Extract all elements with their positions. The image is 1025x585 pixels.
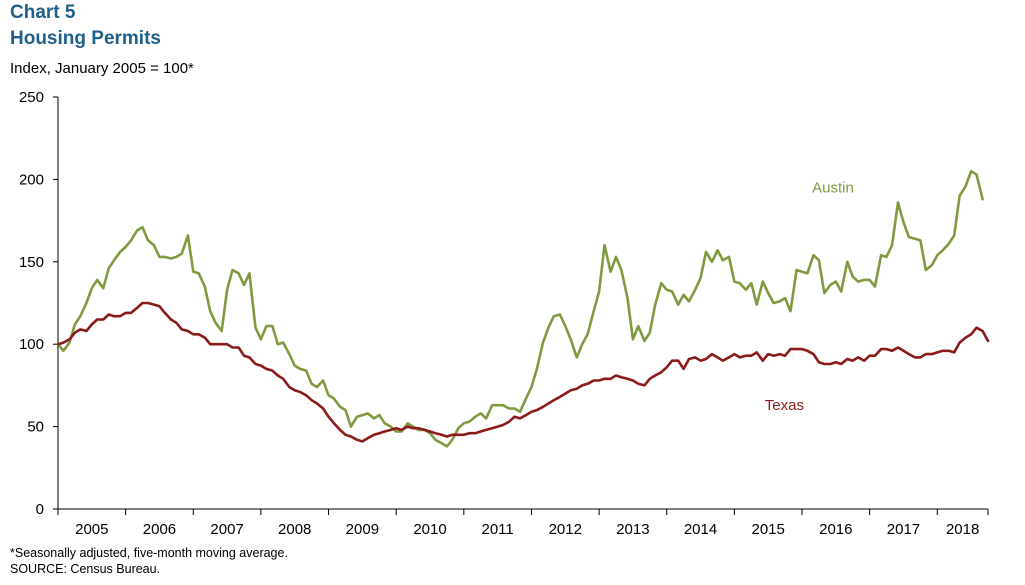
x-tick-label: 2013 xyxy=(616,521,649,538)
y-tick-label: 100 xyxy=(19,336,44,353)
chart-number: Chart 5 xyxy=(10,2,76,23)
series-label-austin: Austin xyxy=(812,180,854,197)
x-tick-label: 2012 xyxy=(549,521,582,538)
series-label-texas: Texas xyxy=(765,397,804,414)
y-axis-unit-label: Index, January 2005 = 100* xyxy=(10,60,194,77)
x-tick-label: 2010 xyxy=(413,521,446,538)
x-tick-label: 2018 xyxy=(946,521,979,538)
x-tick-label: 2008 xyxy=(278,521,311,538)
x-tick-label: 2011 xyxy=(482,521,514,538)
x-tick-label: 2007 xyxy=(210,521,243,538)
chart-title: Housing Permits xyxy=(10,28,161,49)
y-tick-label: 150 xyxy=(19,254,44,271)
y-tick-label: 0 xyxy=(36,501,44,518)
x-tick-label: 2015 xyxy=(751,521,784,538)
y-tick-label: 200 xyxy=(19,171,44,188)
x-tick-label: 2005 xyxy=(75,521,108,538)
source-note: SOURCE: Census Bureau. xyxy=(10,562,161,576)
chart-axes: 0 50 100 150 200 250 2005 2006 2007 2008 2009 2010 2… xyxy=(19,89,989,538)
series-line-texas xyxy=(56,301,990,443)
y-tick-label: 250 xyxy=(19,89,44,106)
footnote: *Seasonally adjusted, five-month moving … xyxy=(10,546,288,560)
x-tick-label: 2014 xyxy=(684,521,717,538)
x-tick-label: 2009 xyxy=(346,521,379,538)
x-tick-label: 2006 xyxy=(143,521,176,538)
x-tick-label: 2017 xyxy=(887,521,920,538)
chart-series xyxy=(56,169,990,448)
x-tick-label: 2016 xyxy=(819,521,852,538)
series-line-austin xyxy=(56,169,984,448)
chart-series-labels: Austin Texas xyxy=(765,180,854,415)
y-tick-label: 50 xyxy=(27,419,44,436)
